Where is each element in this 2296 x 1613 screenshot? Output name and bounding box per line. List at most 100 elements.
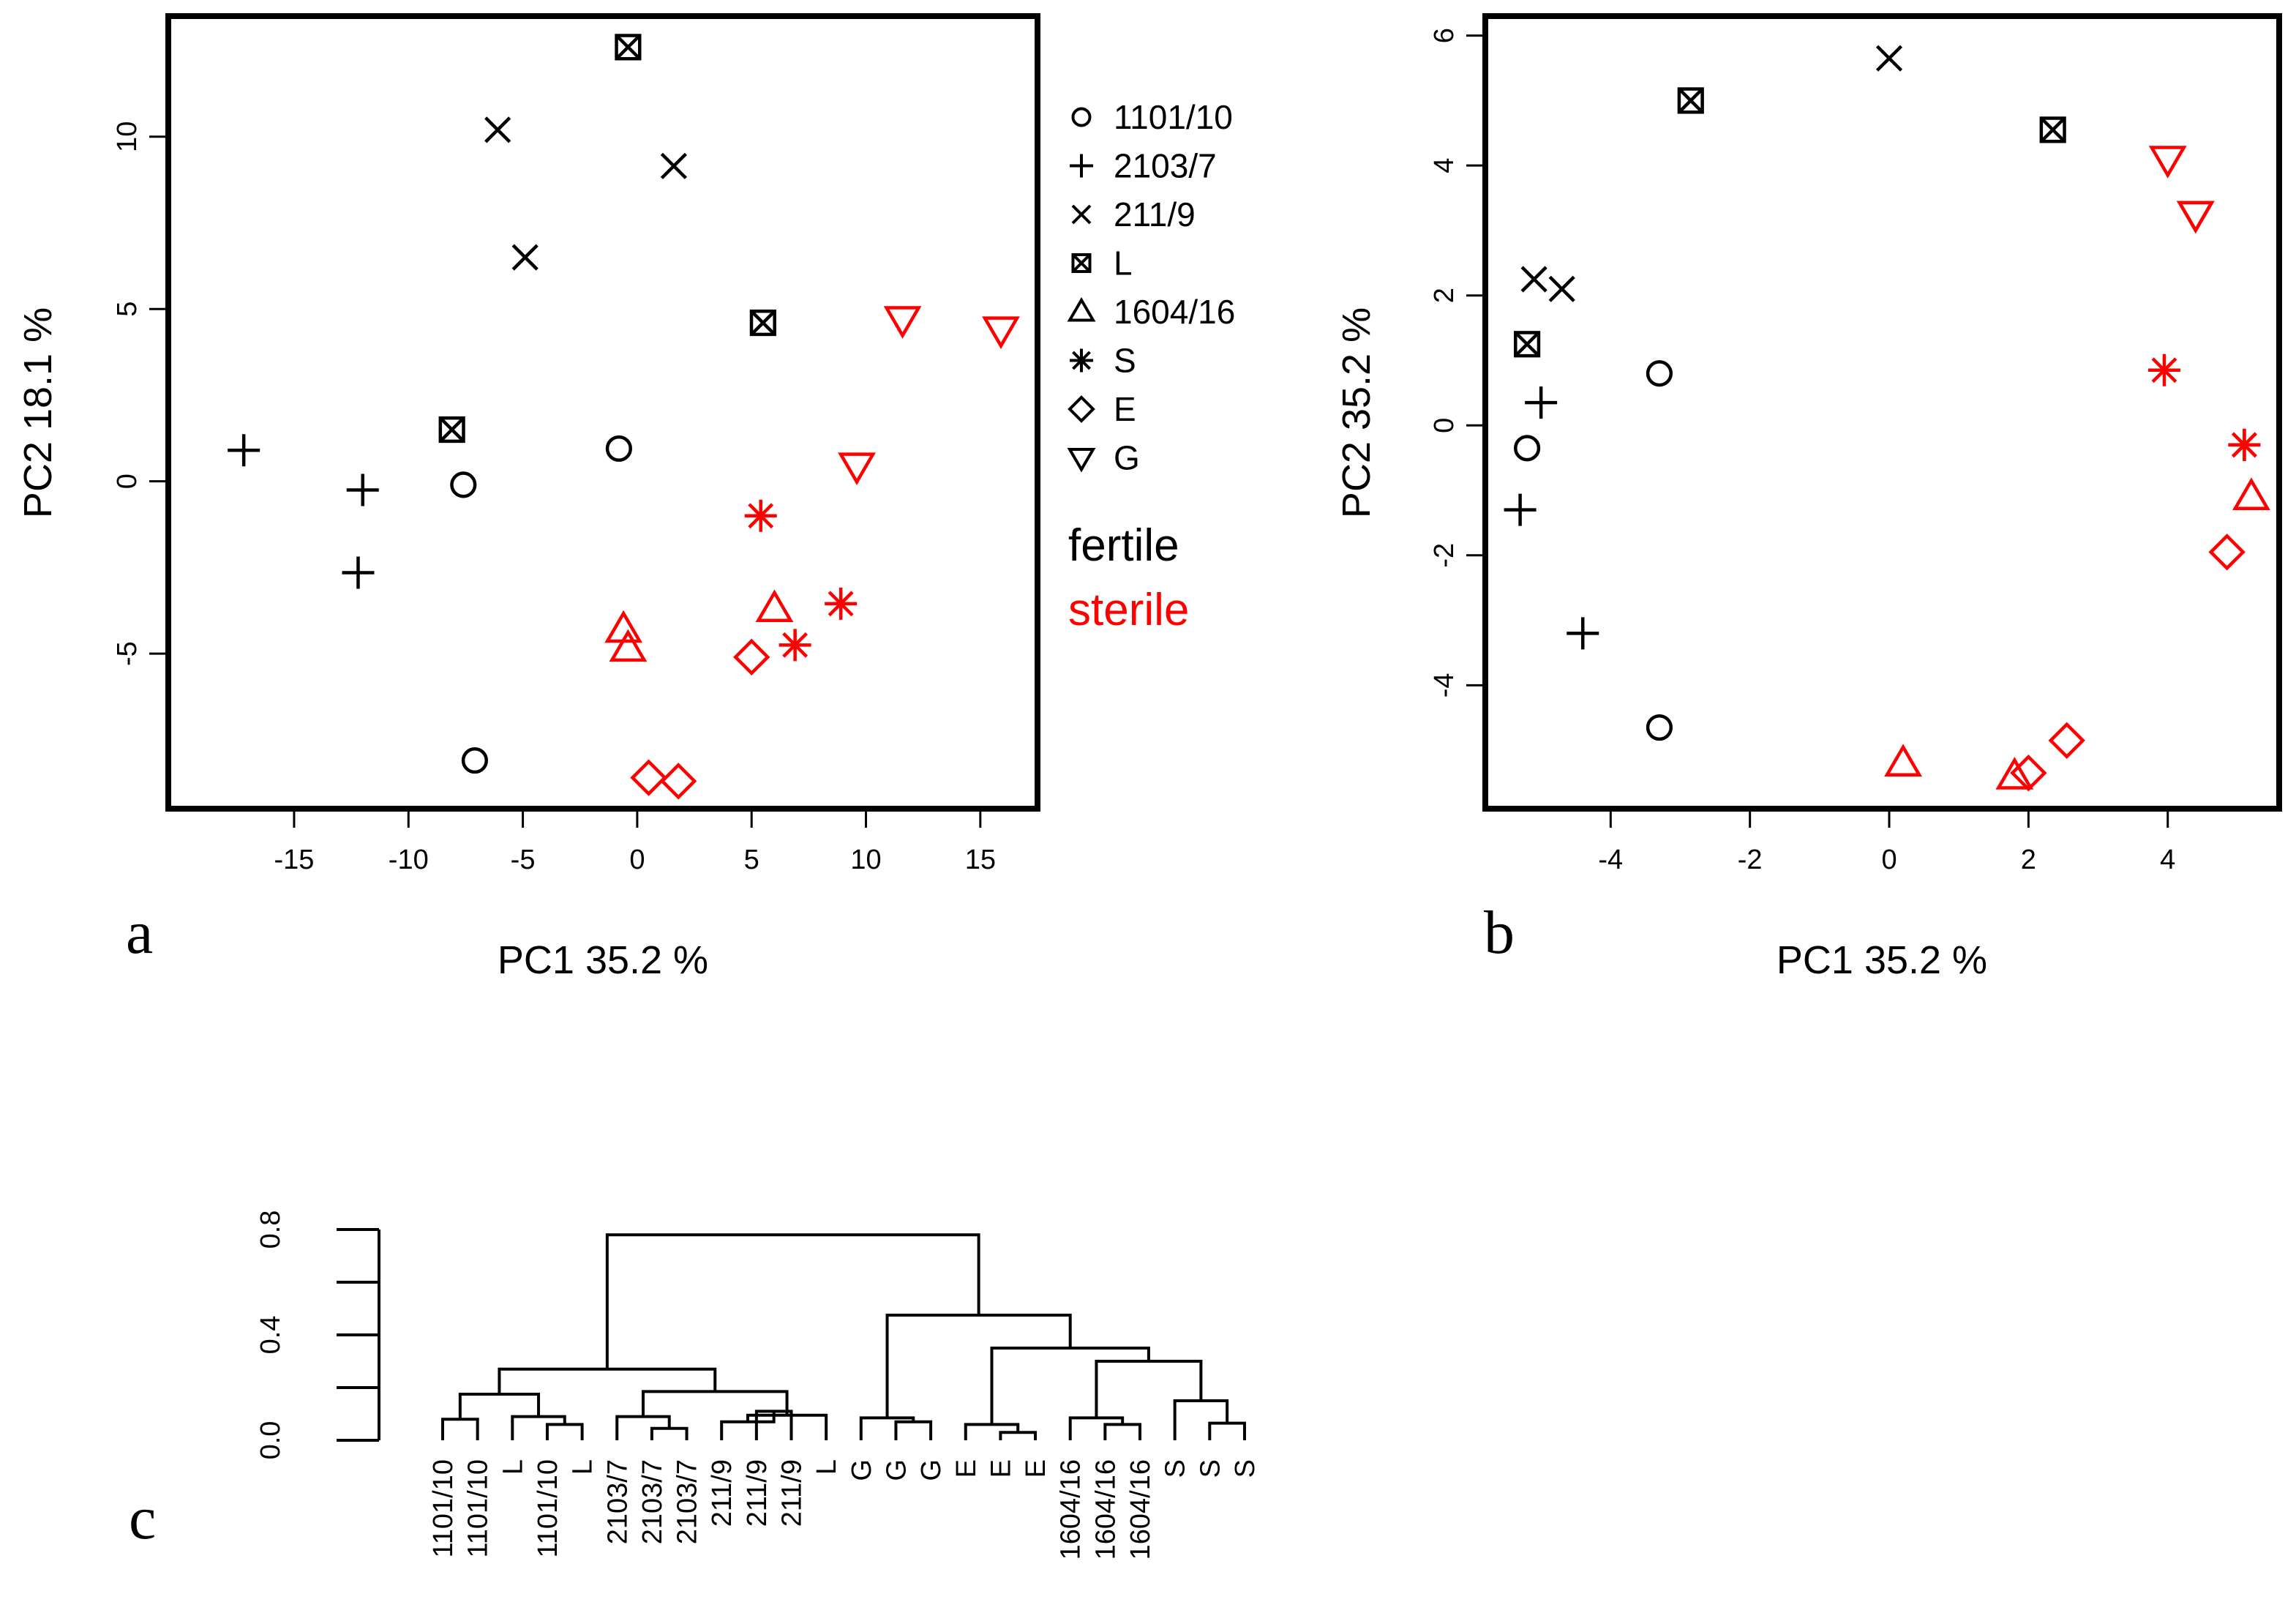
- panel-b-point-E: [2208, 534, 2246, 571]
- legend-item-label: 1604/16: [1114, 293, 1235, 331]
- panel-a-y-axis-title: PC2 18.1 %: [16, 307, 60, 518]
- panel-c-y-tick-label: 0.0: [255, 1421, 286, 1460]
- panel-a-point-211-9: [660, 152, 688, 179]
- cross-marker-icon: [1071, 204, 1092, 225]
- dendrogram-leaf-label: 1604/16: [1056, 1459, 1087, 1560]
- circle-marker-icon: [1071, 107, 1092, 127]
- panel-b: -4 -2 0 2 4 -4 -2 0 2 4 6 PC1 35.2 % PC2 35.2 % b: [1335, 13, 2282, 982]
- panel-a-point-211-9: [511, 244, 539, 271]
- panel-b-y-tick-label: 6: [1429, 28, 1460, 43]
- panel-c-letter: c: [129, 1484, 156, 1552]
- panel-a-point-1101-10: [461, 746, 489, 774]
- panel-a-point-G: [838, 452, 876, 485]
- panel-a-point-1101-10: [450, 471, 477, 498]
- panel-a-point-1604-16: [609, 629, 648, 662]
- dendrogram-branch: [605, 1233, 980, 1369]
- panel-a-x-tick-label: -5: [511, 845, 536, 875]
- dendrogram-branch: [999, 1431, 1038, 1440]
- panel-a-x-axis-title: PC1 35.2 %: [498, 938, 708, 982]
- panel-a-axes: -15 -10 -5 0 5 10 15 -5 0 5 10: [112, 121, 996, 875]
- down-triangle-marker-icon: [1067, 447, 1096, 473]
- panel-b-x-tick-label: 0: [1881, 845, 1897, 875]
- panel-a-point-1604-16: [755, 589, 794, 622]
- plus-marker-icon: [1070, 154, 1093, 178]
- panel-a-y-tick-label: 0: [112, 474, 143, 489]
- panel-b-y-tick-label: 4: [1429, 158, 1460, 173]
- dendrogram-leaf-label: 1101/10: [428, 1459, 459, 1558]
- panel-b-point-G: [2148, 146, 2187, 179]
- dendrogram-branch: [441, 1418, 479, 1440]
- panel-a-x-tick-label: 0: [629, 845, 645, 875]
- panel-b-x-axis-title: PC1 35.2 %: [1777, 938, 1987, 982]
- panel-b-y-tick-label: -2: [1429, 543, 1460, 568]
- panel-a-point-2103-7: [228, 434, 260, 467]
- panel-b-letter: b: [1484, 899, 1515, 967]
- dendrogram-leaf-label: L: [811, 1459, 842, 1475]
- panel-a-point-2103-7: [346, 474, 379, 506]
- dendrogram-branch: [1103, 1423, 1141, 1440]
- panel-a-y-tick-label: 10: [112, 121, 143, 152]
- panel-b-y-tick-label: 2: [1429, 288, 1460, 303]
- dendrogram-leaf-label: S: [1230, 1459, 1261, 1478]
- legend-item-label: 211/9: [1114, 195, 1196, 233]
- dendrogram-branch: [894, 1420, 933, 1440]
- dendrogram-leaf-label: 211/9: [707, 1459, 738, 1527]
- triangle-marker-icon: [1067, 297, 1096, 322]
- panel-b-x-tick-label: 2: [2021, 845, 2036, 875]
- panel-a-point-L: [438, 416, 465, 444]
- panel-b-y-tick-label: -4: [1429, 673, 1460, 697]
- panel-a-point-S: [825, 587, 858, 620]
- dendrogram-branch: [641, 1390, 789, 1417]
- panel-b-point-1604-16: [1995, 757, 2034, 790]
- dendrogram-leaf-label: S: [1195, 1459, 1226, 1478]
- legend-item-label: S: [1114, 342, 1136, 380]
- legend-item-label: L: [1114, 244, 1133, 282]
- panel-c-leaf-labels: 1101/10 1101/10 L 1101/10 L 2103/7 2103/7 2103/…: [428, 1459, 1261, 1560]
- panel-a-x-tick-label: -10: [389, 845, 429, 875]
- panel-a-point-E: [733, 638, 770, 675]
- panel-b-y-axis-title: PC2 35.2 %: [1335, 307, 1378, 518]
- panel-a-point-211-9: [484, 116, 511, 143]
- dendrogram-leaf-label: 211/9: [777, 1459, 808, 1527]
- boxed-cross-marker-icon: [1071, 252, 1092, 274]
- legend-item-label: E: [1114, 390, 1136, 428]
- dendrogram-leaf-label: L: [568, 1459, 599, 1475]
- panel-b-x-tick-label: 4: [2160, 845, 2175, 875]
- panel-b-point-G: [2176, 201, 2215, 234]
- panel-a-plot-frame: [165, 13, 1040, 812]
- panel-c-y-tick-label: 0.8: [255, 1210, 286, 1249]
- dendrogram-branch: [990, 1347, 1150, 1425]
- panel-a-point-2103-7: [342, 556, 375, 589]
- legend: 1101/10 2103/7 211/9 L 1604/16 SEG: [1067, 98, 1235, 477]
- panel-a-x-tick-label: 15: [965, 845, 996, 875]
- legend-item-label: G: [1114, 439, 1140, 477]
- dendrogram-leaf-label: 1101/10: [463, 1459, 494, 1558]
- dendrogram-leaf-label: 1101/10: [533, 1459, 563, 1558]
- dendrogram-branch: [1095, 1360, 1203, 1418]
- panel-b-point-2103-7: [1504, 493, 1537, 526]
- dendrogram-leaf-label: E: [951, 1459, 982, 1478]
- panel-b-point-211-9: [1875, 45, 1903, 72]
- panel-b-point-L: [2039, 116, 2066, 143]
- panel-b-point-1604-16: [1884, 744, 1922, 776]
- panel-c: 0.00.40.8 1101/10 1101/10 L 1101/10 L 2103/7 2…: [129, 1210, 1261, 1560]
- panel-a-point-G: [883, 306, 922, 339]
- panel-a-y-tick-label: 5: [112, 302, 143, 317]
- panel-b-point-211-9: [1548, 275, 1575, 302]
- panel-b-y-tick-label: 0: [1429, 418, 1460, 433]
- panel-a-point-1604-16: [604, 610, 643, 643]
- panel-a-point-L: [615, 34, 642, 61]
- panel-a-points: [228, 34, 1020, 800]
- panel-a-point-L: [749, 309, 776, 337]
- dendrogram-leaf-label: G: [881, 1459, 912, 1481]
- panel-b-point-L: [1677, 87, 1704, 114]
- panel-a-point-1101-10: [605, 435, 632, 463]
- legend-item-label: 1101/10: [1114, 98, 1233, 136]
- panel-b-points: [1504, 45, 2270, 792]
- panel-a: -15 -10 -5 0 5 10 15 -5 0 5 10 PC1 35.2 % PC2 18.1…: [16, 13, 1235, 982]
- dendrogram-branch: [746, 1413, 828, 1440]
- panel-a-point-G: [982, 316, 1020, 349]
- panel-b-point-G: [2176, 201, 2215, 234]
- panel-b-plot-frame: [1482, 13, 2282, 812]
